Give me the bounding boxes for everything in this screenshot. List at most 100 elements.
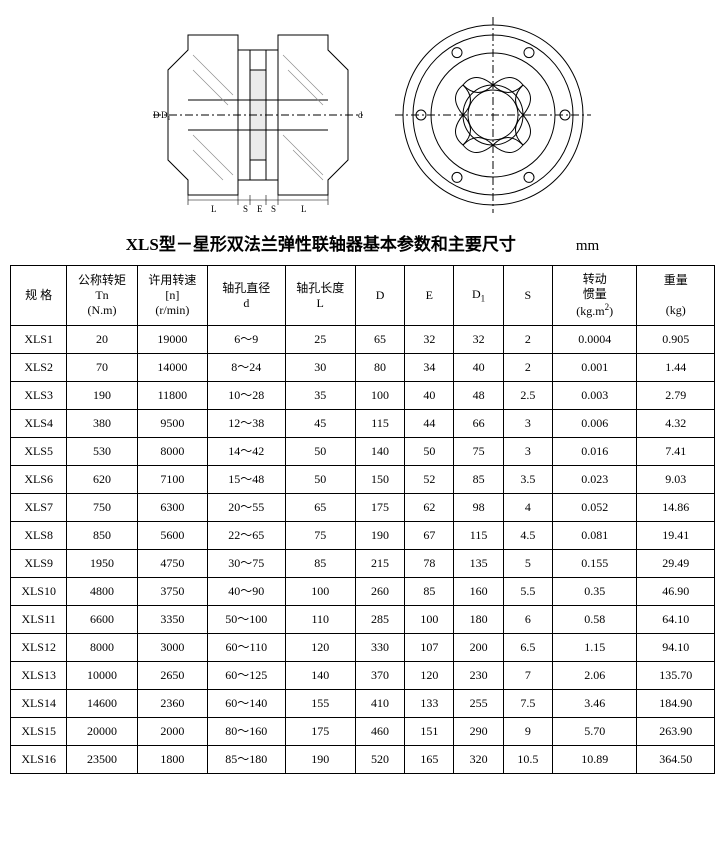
col-D1: D1 bbox=[454, 266, 503, 326]
cell-D: 65 bbox=[355, 326, 404, 354]
cell-D1: 115 bbox=[454, 522, 503, 550]
cell-spec: XLS16 bbox=[11, 746, 67, 774]
table-row: XLS8850560022～6575190671154.50.08119.41 bbox=[11, 522, 715, 550]
cell-spec: XLS14 bbox=[11, 690, 67, 718]
cell-D: 285 bbox=[355, 606, 404, 634]
cell-inertia: 0.052 bbox=[552, 494, 636, 522]
cell-S: 4.5 bbox=[503, 522, 552, 550]
table-row: XLS1520000200080～16017546015129095.70263… bbox=[11, 718, 715, 746]
cell-spec: XLS13 bbox=[11, 662, 67, 690]
cell-D: 100 bbox=[355, 382, 404, 410]
cell-L: 50 bbox=[285, 466, 355, 494]
cell-weight: 64.10 bbox=[637, 606, 715, 634]
cell-E: 50 bbox=[405, 438, 454, 466]
col-S: S bbox=[503, 266, 552, 326]
cell-Tn: 530 bbox=[67, 438, 137, 466]
cell-weight: 135.70 bbox=[637, 662, 715, 690]
cell-weight: 29.49 bbox=[637, 550, 715, 578]
cell-d: 50～100 bbox=[208, 606, 285, 634]
cell-weight: 4.32 bbox=[637, 410, 715, 438]
cell-d: 10～28 bbox=[208, 382, 285, 410]
cell-d: 85～180 bbox=[208, 746, 285, 774]
cell-inertia: 5.70 bbox=[552, 718, 636, 746]
cell-d: 60～140 bbox=[208, 690, 285, 718]
cell-D: 260 bbox=[355, 578, 404, 606]
cell-S: 3.5 bbox=[503, 466, 552, 494]
cell-S: 2 bbox=[503, 326, 552, 354]
table-row: XLS4380950012～3845115446630.0064.32 bbox=[11, 410, 715, 438]
table-row: XLS6620710015～485015052853.50.0239.03 bbox=[11, 466, 715, 494]
cell-E: 34 bbox=[405, 354, 454, 382]
cell-Tn: 190 bbox=[67, 382, 137, 410]
table-row: XLS91950475030～75852157813550.15529.49 bbox=[11, 550, 715, 578]
cell-Tn: 620 bbox=[67, 466, 137, 494]
cell-E: 44 bbox=[405, 410, 454, 438]
cell-L: 175 bbox=[285, 718, 355, 746]
cell-inertia: 0.001 bbox=[552, 354, 636, 382]
cell-weight: 14.86 bbox=[637, 494, 715, 522]
cell-L: 30 bbox=[285, 354, 355, 382]
cell-D: 190 bbox=[355, 522, 404, 550]
cell-d: 15～48 bbox=[208, 466, 285, 494]
cell-d: 20～55 bbox=[208, 494, 285, 522]
cell-D1: 48 bbox=[454, 382, 503, 410]
cell-S: 5 bbox=[503, 550, 552, 578]
col-spec: 规 格 bbox=[11, 266, 67, 326]
cell-S: 7.5 bbox=[503, 690, 552, 718]
cell-weight: 9.03 bbox=[637, 466, 715, 494]
cell-D: 150 bbox=[355, 466, 404, 494]
cell-S: 3 bbox=[503, 438, 552, 466]
cell-Tn: 70 bbox=[67, 354, 137, 382]
cell-spec: XLS11 bbox=[11, 606, 67, 634]
cell-n: 4750 bbox=[137, 550, 207, 578]
cell-weight: 7.41 bbox=[637, 438, 715, 466]
cell-D1: 40 bbox=[454, 354, 503, 382]
cell-D: 330 bbox=[355, 634, 404, 662]
cell-D: 115 bbox=[355, 410, 404, 438]
cell-S: 6.5 bbox=[503, 634, 552, 662]
col-d: 轴孔直径 d bbox=[208, 266, 285, 326]
table-row: XLS31901180010～283510040482.50.0032.79 bbox=[11, 382, 715, 410]
cell-weight: 263.90 bbox=[637, 718, 715, 746]
table-row: XLS104800375040～90100260851605.50.3546.9… bbox=[11, 578, 715, 606]
cell-Tn: 750 bbox=[67, 494, 137, 522]
cell-L: 35 bbox=[285, 382, 355, 410]
cell-n: 1800 bbox=[137, 746, 207, 774]
cell-spec: XLS5 bbox=[11, 438, 67, 466]
col-weight: 重量 (kg) bbox=[637, 266, 715, 326]
cell-inertia: 0.081 bbox=[552, 522, 636, 550]
table-row: XLS7750630020～5565175629840.05214.86 bbox=[11, 494, 715, 522]
cell-E: 62 bbox=[405, 494, 454, 522]
cell-E: 165 bbox=[405, 746, 454, 774]
cell-D: 460 bbox=[355, 718, 404, 746]
cell-S: 4 bbox=[503, 494, 552, 522]
cell-E: 151 bbox=[405, 718, 454, 746]
cell-S: 9 bbox=[503, 718, 552, 746]
cell-D: 80 bbox=[355, 354, 404, 382]
cell-n: 11800 bbox=[137, 382, 207, 410]
cell-D1: 320 bbox=[454, 746, 503, 774]
cell-D1: 160 bbox=[454, 578, 503, 606]
cell-D1: 290 bbox=[454, 718, 503, 746]
col-n: 许用转速 [n] (r/min) bbox=[137, 266, 207, 326]
cell-E: 40 bbox=[405, 382, 454, 410]
cell-D1: 255 bbox=[454, 690, 503, 718]
cell-L: 75 bbox=[285, 522, 355, 550]
cell-inertia: 2.06 bbox=[552, 662, 636, 690]
cell-E: 100 bbox=[405, 606, 454, 634]
cell-d: 60～110 bbox=[208, 634, 285, 662]
cell-D1: 85 bbox=[454, 466, 503, 494]
cell-inertia: 0.0004 bbox=[552, 326, 636, 354]
col-E: E bbox=[405, 266, 454, 326]
cell-L: 100 bbox=[285, 578, 355, 606]
cell-D1: 230 bbox=[454, 662, 503, 690]
table-header: 规 格 公称转矩 Tn (N.m) 许用转速 [n] (r/min) 轴孔直径 … bbox=[11, 266, 715, 326]
table-row: XLS116600335050～10011028510018060.5864.1… bbox=[11, 606, 715, 634]
cell-spec: XLS6 bbox=[11, 466, 67, 494]
cell-spec: XLS9 bbox=[11, 550, 67, 578]
cell-E: 52 bbox=[405, 466, 454, 494]
page-title: XLS型－星形双法兰弹性联轴器基本参数和主要尺寸 bbox=[126, 230, 516, 255]
table-row: XLS128000300060～1101203301072006.51.1594… bbox=[11, 634, 715, 662]
cell-Tn: 10000 bbox=[67, 662, 137, 690]
cell-spec: XLS7 bbox=[11, 494, 67, 522]
